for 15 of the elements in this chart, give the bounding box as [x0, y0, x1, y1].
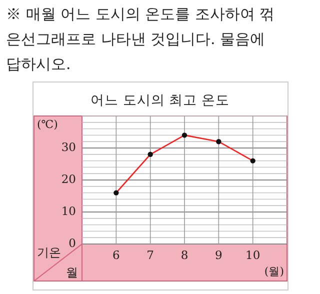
title: 어느 도시의 최고 온도 — [90, 92, 230, 109]
xtick-label: 9 — [215, 248, 222, 262]
annotation: 기온 — [37, 245, 61, 260]
ytick-label: 30 — [61, 140, 76, 154]
ytick-label: 10 — [61, 204, 76, 218]
xtick-label: 10 — [246, 248, 260, 262]
xtick-label: 8 — [180, 248, 188, 262]
ylabel: (℃) — [37, 118, 58, 131]
ytick-label: 20 — [61, 172, 76, 186]
xlabel: (월) — [264, 264, 284, 278]
annotation: ※ 매월 어느 도시의 온도를 조사하여 꺾은선그래프로 나타낸 것입니다. 물음에 답하시오. — [6, 4, 276, 75]
annotation: 월 — [66, 265, 78, 280]
ytick-label: 0 — [68, 236, 76, 250]
xtick-label: 7 — [146, 248, 154, 262]
xtick-label: 6 — [112, 248, 120, 262]
